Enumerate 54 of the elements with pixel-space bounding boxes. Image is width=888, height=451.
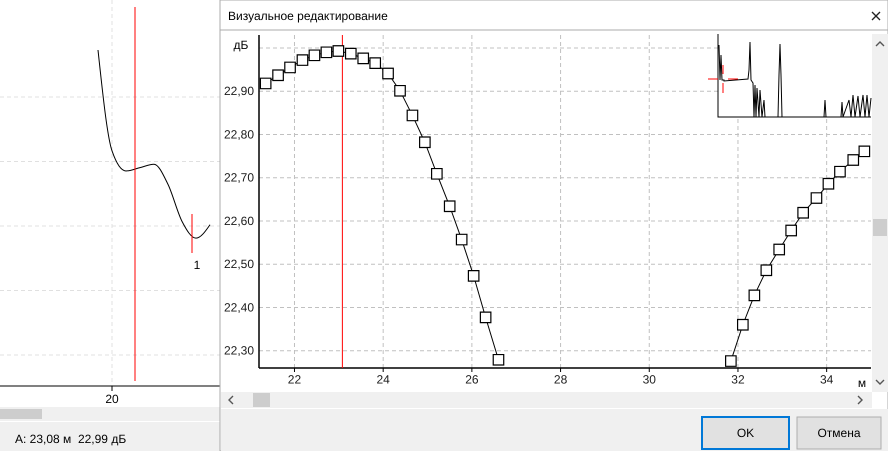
point [369, 57, 382, 69]
point [822, 178, 834, 190]
point [736, 318, 749, 331]
point [725, 355, 737, 367]
point [834, 166, 846, 178]
text: A: 23,08 м 22,99 дБ [15, 432, 126, 446]
y-tick-label: 22,80 [224, 127, 254, 142]
point [406, 110, 418, 122]
y-tick-label: 22,50 [224, 257, 254, 272]
y-tick-label: 22,40 [224, 300, 254, 314]
point [260, 78, 272, 90]
point [785, 224, 798, 236]
point [357, 52, 370, 64]
point [773, 244, 786, 256]
x-tick-label: 22 [288, 372, 302, 387]
point [344, 48, 357, 60]
point [332, 45, 344, 57]
text: Отмена [817, 426, 861, 440]
chart-title: Визуальное редактирование [228, 9, 388, 23]
x-tick-label: 28 [554, 372, 568, 387]
y-tick-label: 22,30 [224, 344, 254, 358]
point [430, 168, 443, 180]
point [748, 290, 760, 302]
x-tick-label: 24 [376, 372, 390, 387]
point [272, 69, 284, 82]
point [810, 192, 822, 204]
point [468, 270, 480, 282]
y-axis-title: дБ [234, 38, 249, 52]
point [320, 46, 332, 58]
x-axis-title: м [858, 376, 866, 390]
point [456, 234, 468, 246]
text: 20 [105, 392, 119, 406]
point [797, 206, 809, 219]
point [284, 62, 296, 74]
point [847, 154, 860, 166]
y-tick-label: 22,60 [224, 214, 254, 228]
point [492, 354, 504, 366]
point [858, 145, 870, 158]
y-tick-label: 22,90 [224, 84, 254, 98]
x-tick-label: 26 [465, 372, 479, 387]
point [296, 54, 308, 66]
point [394, 84, 406, 97]
y-tick-label: 22,70 [224, 170, 254, 185]
x-tick-label: 32 [731, 372, 745, 387]
x-tick-label: 34 [820, 372, 834, 387]
point [382, 68, 394, 80]
point [760, 264, 772, 276]
point [308, 49, 320, 62]
text: OK [736, 426, 754, 440]
point [419, 136, 431, 148]
annotation: 1 [194, 258, 201, 272]
point [444, 200, 456, 212]
point [480, 312, 492, 324]
x-tick-label: 30 [642, 372, 656, 387]
